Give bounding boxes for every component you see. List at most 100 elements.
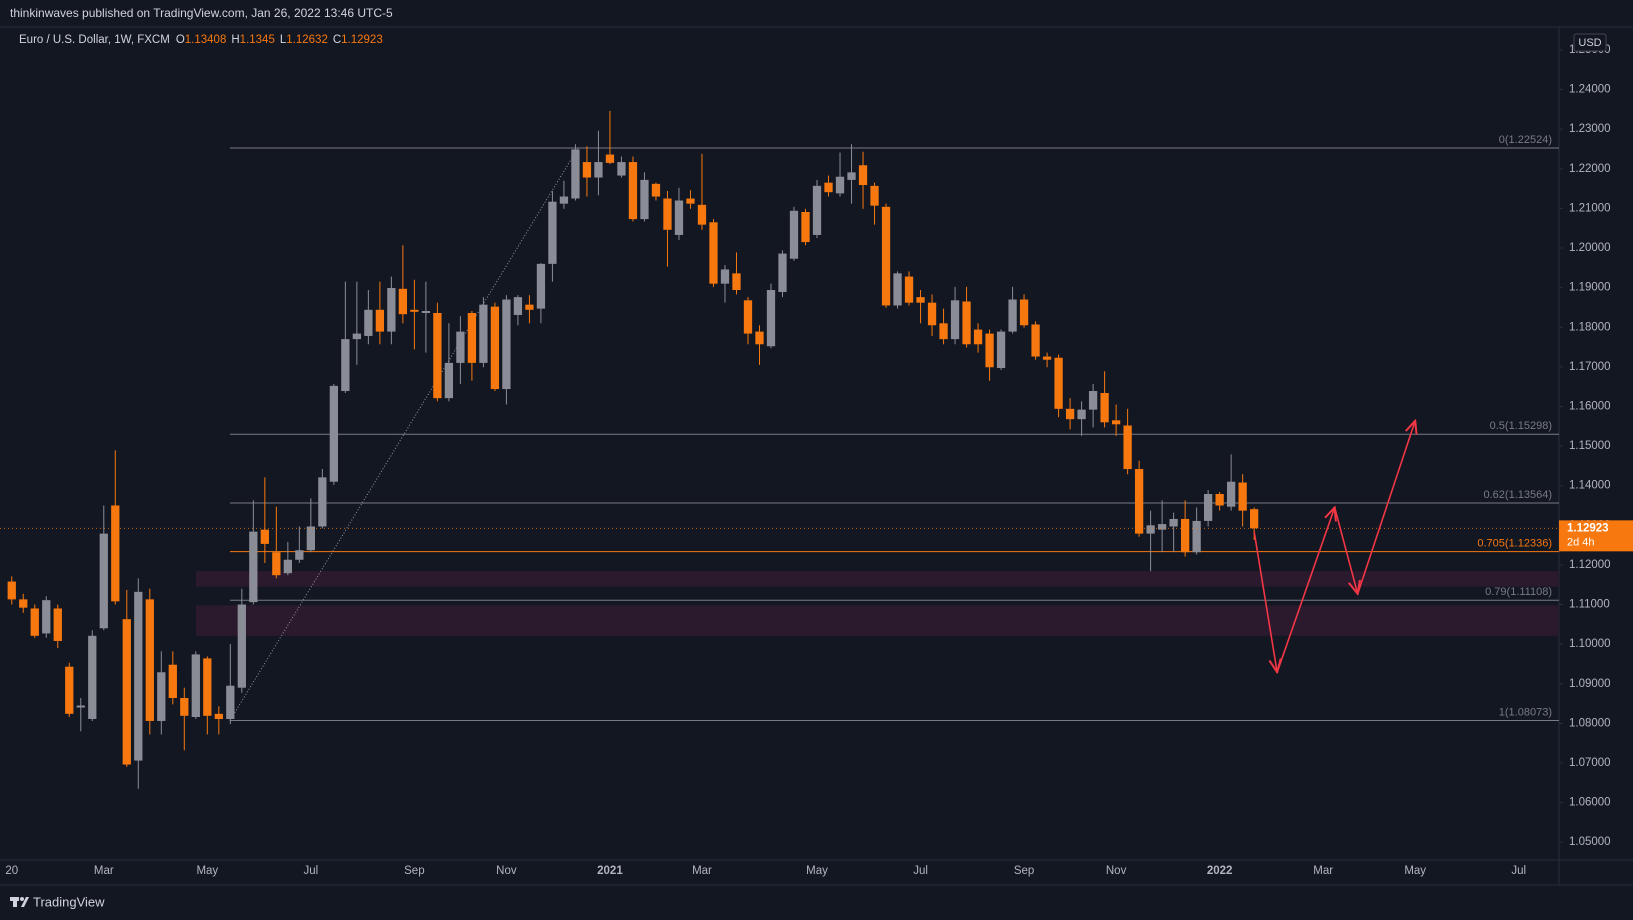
candle-body <box>53 608 62 641</box>
candle-body <box>985 333 994 368</box>
x-tick-label: 2022 <box>1207 865 1233 877</box>
candle-body <box>939 323 948 340</box>
zone <box>196 571 1559 587</box>
candle-body <box>663 198 672 230</box>
candle-body <box>628 162 638 220</box>
candle-body <box>1008 299 1017 332</box>
candle-body <box>789 210 799 259</box>
y-tick-label: 1.09000 <box>1569 678 1611 690</box>
candle-body <box>617 162 626 176</box>
candle-body <box>76 705 85 708</box>
candle-body <box>766 290 776 347</box>
candle-body <box>858 165 868 186</box>
candle-body <box>191 654 200 718</box>
ohlc-value: 1.1345 <box>239 34 275 46</box>
candle-body <box>1192 520 1201 553</box>
candle-body <box>111 505 120 602</box>
y-tick-label: 1.21000 <box>1569 202 1611 214</box>
candle-body <box>99 533 108 629</box>
candle-body <box>732 273 741 291</box>
candle-body <box>1042 356 1052 360</box>
candle-body <box>1250 509 1259 529</box>
candle-body <box>364 309 373 336</box>
candle-body <box>697 204 707 225</box>
candle-body <box>1169 518 1178 527</box>
y-tick-label: 1.17000 <box>1569 361 1611 373</box>
candle-body <box>778 253 787 292</box>
currency: USD <box>1578 37 1601 49</box>
candle-body <box>1134 469 1144 534</box>
candle-body <box>582 162 592 178</box>
y-tick-label: 1.08000 <box>1569 717 1611 729</box>
candle-body <box>571 149 580 199</box>
candle-body <box>410 309 419 312</box>
y-tick-label: 1.07000 <box>1569 757 1611 769</box>
candle-body <box>352 333 362 340</box>
candle-body <box>19 599 28 608</box>
y-tick-label: 1.18000 <box>1569 321 1611 333</box>
candle-body <box>973 329 983 345</box>
x-tick-label: Sep <box>404 865 424 877</box>
candle-body <box>996 331 1006 369</box>
candle-body <box>962 301 971 345</box>
candle-body <box>1111 420 1121 425</box>
candle-body <box>214 713 223 719</box>
candle-body <box>893 273 902 306</box>
candle-body <box>950 300 960 340</box>
x-tick-label: Sep <box>1014 865 1034 877</box>
candle-body <box>387 288 396 332</box>
y-tick-label: 1.23000 <box>1569 123 1611 135</box>
candle-body <box>1203 494 1213 521</box>
candle-body <box>456 331 465 363</box>
x-tick-label: Jul <box>1511 865 1526 877</box>
candle-body <box>1215 494 1224 506</box>
plot: 0(1.22524) 0.5(1.15298) 0.62(1.13564) 0.705… <box>0 33 1633 877</box>
candle-body <box>513 297 523 315</box>
ohlc-letter: C <box>332 34 342 46</box>
candle-body <box>1065 408 1075 420</box>
x-tick-label: Nov <box>1106 865 1127 877</box>
candle-body <box>88 635 97 719</box>
candle-body <box>134 591 143 761</box>
candle-body <box>1088 391 1098 410</box>
candle-body <box>30 608 39 636</box>
candle-body <box>743 300 753 334</box>
last-price-label: 1.12923 <box>1567 522 1609 534</box>
candle-body <box>525 304 534 310</box>
candle-body <box>536 263 546 309</box>
fib-label: 0.79(1.11108) <box>1485 586 1552 598</box>
candle-body <box>318 477 327 527</box>
ohlc-value: 1.12923 <box>341 34 383 46</box>
candle-body <box>605 154 615 163</box>
candle-body <box>203 658 212 716</box>
candle-body <box>7 581 16 600</box>
symbol: Euro / U.S. Dollar, 1W, FXCM <box>19 34 170 46</box>
candle-body <box>1180 518 1190 553</box>
brand: TradingView <box>33 894 105 909</box>
candle-body <box>709 222 718 284</box>
candle-body <box>1019 299 1029 326</box>
brand-logo <box>10 897 29 907</box>
y-tick-label: 1.12000 <box>1569 559 1611 571</box>
candle-body <box>306 526 315 551</box>
y-tick-label: 1.20000 <box>1569 242 1611 254</box>
x-tick-label: 2021 <box>597 865 623 877</box>
candle-body <box>260 529 269 544</box>
projection-arrow <box>1333 507 1358 593</box>
x-tick-label: Mar <box>1313 865 1333 877</box>
candle-body <box>421 311 431 313</box>
candle-body <box>341 339 350 392</box>
candle-body <box>237 604 246 688</box>
candle-body <box>1157 524 1167 530</box>
candle-body <box>651 183 661 197</box>
candle-body <box>226 685 235 719</box>
fib-label: 0.5(1.15298) <box>1490 420 1552 432</box>
candle-body <box>467 312 477 363</box>
candle-body <box>559 196 569 204</box>
y-tick-label: 1.10000 <box>1569 638 1611 650</box>
fib-label: 1(1.08073) <box>1499 706 1552 718</box>
fib-label: 0(1.22524) <box>1499 134 1552 146</box>
legend: Euro / U.S. Dollar, 1W, FXCM O 1.13408 H 1.1… <box>19 34 388 46</box>
zone <box>196 605 1559 636</box>
